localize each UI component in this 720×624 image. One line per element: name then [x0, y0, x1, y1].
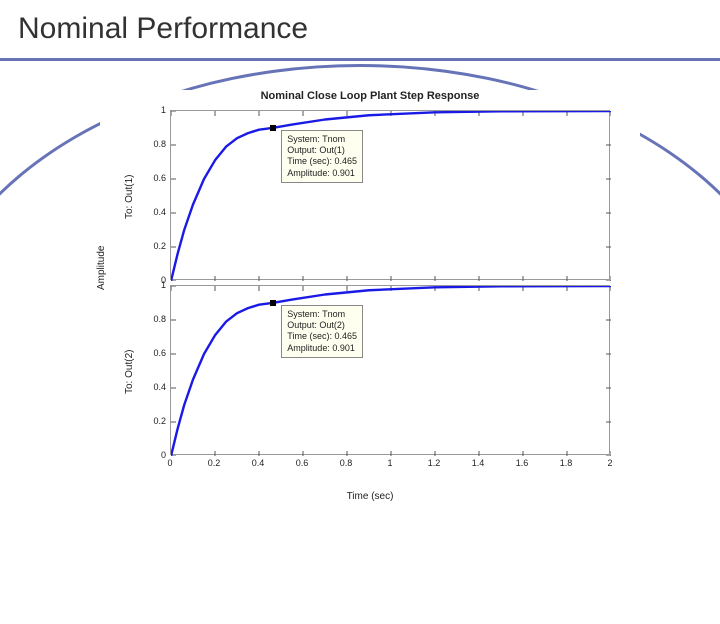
x-tick-label: 0 [158, 458, 182, 468]
y-tick-label: 0.4 [144, 382, 166, 392]
y-tick-label: 0.2 [144, 416, 166, 426]
x-tick-label: 1.8 [554, 458, 578, 468]
panel-plot [171, 111, 611, 281]
y-tick-label: 1 [144, 280, 166, 290]
data-tip: System: TnomOutput: Out(2)Time (sec): 0.… [281, 305, 363, 358]
page-title: Nominal Performance [18, 12, 308, 46]
data-tip-line: Time (sec): 0.465 [287, 331, 357, 342]
data-marker [270, 300, 276, 306]
x-tick-label: 2 [598, 458, 622, 468]
data-tip-line: Amplitude: 0.901 [287, 343, 357, 354]
data-tip: System: TnomOutput: Out(1)Time (sec): 0.… [281, 130, 363, 183]
x-tick-label: 1.2 [422, 458, 446, 468]
x-tick-label: 0.4 [246, 458, 270, 468]
panel-plot [171, 286, 611, 456]
data-tip-line: System: Tnom [287, 309, 357, 320]
chart-panel: System: TnomOutput: Out(1)Time (sec): 0.… [170, 110, 610, 280]
slide: Nominal Performance Nominal Close Loop P… [0, 0, 720, 540]
x-tick-label: 1.6 [510, 458, 534, 468]
x-tick-label: 0.2 [202, 458, 226, 468]
y-axis-label: Amplitude [96, 246, 107, 290]
header-divider [0, 58, 720, 61]
y-tick-label: 0.4 [144, 207, 166, 217]
chart-title: Nominal Close Loop Plant Step Response [100, 90, 640, 102]
data-tip-line: Amplitude: 0.901 [287, 168, 357, 179]
x-tick-label: 0.8 [334, 458, 358, 468]
y-tick-label: 0.2 [144, 241, 166, 251]
y-tick-label: 0.6 [144, 348, 166, 358]
y-tick-label: 0.8 [144, 139, 166, 149]
x-tick-label: 1 [378, 458, 402, 468]
data-tip-line: Output: Out(2) [287, 320, 357, 331]
y-tick-label: 0.8 [144, 314, 166, 324]
y-tick-label: 1 [144, 105, 166, 115]
data-tip-line: Time (sec): 0.465 [287, 156, 357, 167]
data-tip-line: Output: Out(1) [287, 145, 357, 156]
chart-container: Nominal Close Loop Plant Step Response A… [100, 90, 640, 510]
x-axis-label: Time (sec) [100, 491, 640, 502]
data-tip-line: System: Tnom [287, 134, 357, 145]
panel-sub-label: To: Out(2) [124, 350, 135, 394]
x-tick-label: 1.4 [466, 458, 490, 468]
panel-sub-label: To: Out(1) [124, 175, 135, 219]
x-tick-label: 0.6 [290, 458, 314, 468]
data-marker [270, 125, 276, 131]
y-tick-label: 0.6 [144, 173, 166, 183]
chart-panel: System: TnomOutput: Out(2)Time (sec): 0.… [170, 285, 610, 455]
